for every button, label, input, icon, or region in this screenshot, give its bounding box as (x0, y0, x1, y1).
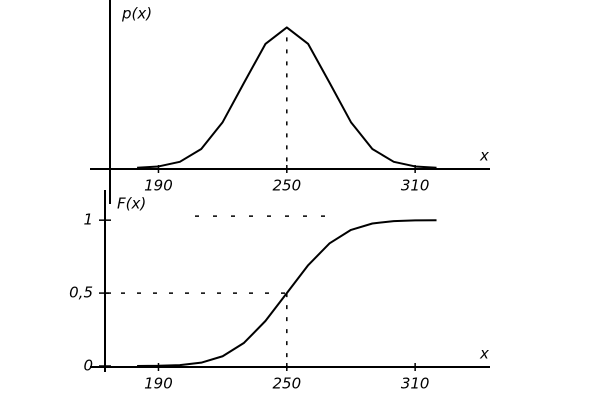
x-axis-label: x (479, 147, 489, 165)
y-tick-label: 0,5 (69, 284, 93, 302)
x-tick-label: 190 (144, 177, 173, 195)
y-tick-label: 1 (83, 211, 93, 229)
x-axis-label: x (479, 345, 489, 363)
curve (137, 26, 437, 169)
curve (137, 219, 437, 367)
x-tick-label: 310 (401, 177, 430, 195)
x-tick-label: 310 (401, 375, 430, 393)
x-tick-label: 250 (272, 375, 301, 393)
y-axis-label: p(x) (121, 5, 152, 23)
y-axis-label: F(x) (117, 195, 146, 213)
x-tick-label: 190 (144, 375, 173, 393)
y-tick-label: 0 (83, 357, 93, 375)
x-tick-label: 250 (272, 177, 301, 195)
